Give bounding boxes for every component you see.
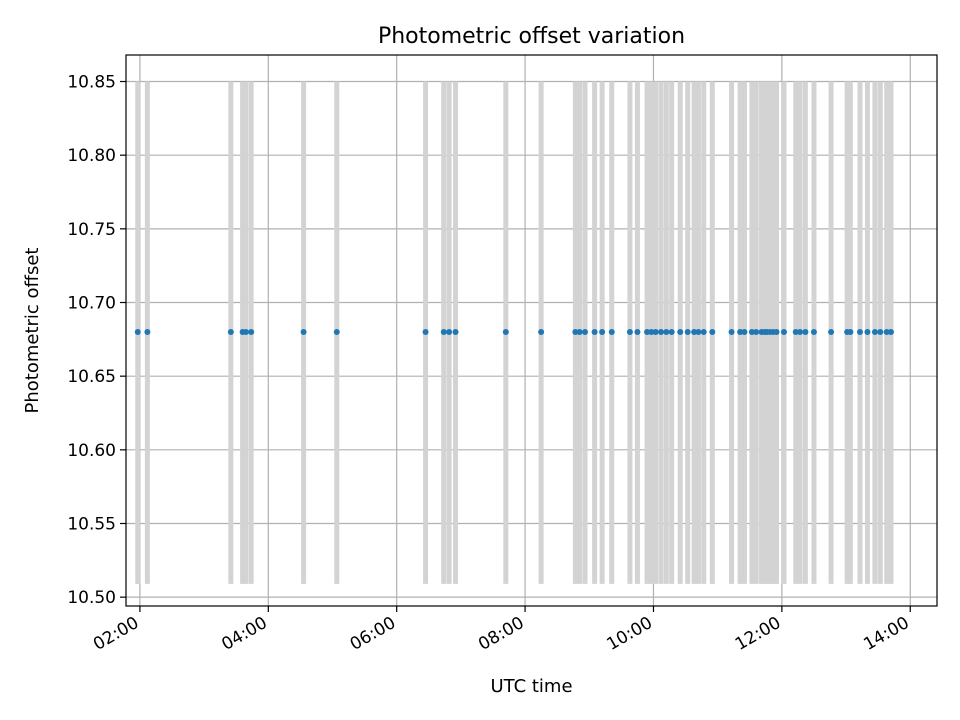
data-point [856, 328, 863, 335]
data-point [773, 328, 780, 335]
data-point [741, 328, 748, 335]
y-tick-label: 10.60 [67, 441, 116, 461]
data-point [668, 328, 675, 335]
data-point [781, 328, 788, 335]
y-tick-label: 10.70 [67, 294, 116, 314]
data-point [792, 328, 799, 335]
data-point [248, 328, 255, 335]
y-tick-label: 10.50 [67, 588, 116, 608]
data-point [440, 328, 447, 335]
data-point [572, 328, 579, 335]
data-point [242, 328, 249, 335]
data-point [700, 328, 707, 335]
y-tick-label: 10.85 [67, 73, 116, 93]
data-point [684, 328, 691, 335]
data-point [709, 328, 716, 335]
data-point [446, 328, 453, 335]
data-point [737, 328, 744, 335]
data-point [748, 328, 755, 335]
data-point [648, 328, 655, 335]
data-point [608, 328, 615, 335]
data-point [847, 328, 854, 335]
plot-frame [125, 54, 938, 607]
data-point [797, 328, 804, 335]
x-axis-label: UTC time [490, 676, 572, 697]
data-point [695, 328, 702, 335]
data-point [300, 328, 307, 335]
data-point [652, 328, 659, 335]
data-point [452, 328, 459, 335]
data-point [864, 328, 871, 335]
data-point [576, 328, 583, 335]
data-point [828, 328, 835, 335]
data-points [134, 328, 894, 335]
data-point [877, 328, 884, 335]
data-point [144, 328, 151, 335]
data-point [502, 328, 509, 335]
chart-title: Photometric offset variation [378, 24, 685, 49]
data-point [728, 328, 735, 335]
y-tick-label: 10.75 [67, 220, 116, 240]
data-point [810, 328, 817, 335]
data-point [644, 328, 651, 335]
data-point [227, 328, 234, 335]
data-point [802, 328, 809, 335]
data-point [677, 328, 684, 335]
data-point [887, 328, 894, 335]
y-axis-label: Photometric offset [22, 248, 43, 414]
data-point [333, 328, 340, 335]
data-point [657, 328, 664, 335]
data-point [753, 328, 760, 335]
data-point [134, 328, 141, 335]
data-point [663, 328, 670, 335]
data-point [626, 328, 633, 335]
data-point [634, 328, 641, 335]
y-tick-label: 10.80 [67, 146, 116, 166]
data-point [599, 328, 606, 335]
data-point [871, 328, 878, 335]
y-tick-label: 10.55 [67, 514, 116, 534]
y-axis-ticks: 10.50 10.55 10.60 10.65 10.70 10.75 10.80 10.85 [67, 73, 126, 608]
data-point [591, 328, 598, 335]
data-point [691, 328, 698, 335]
data-point [422, 328, 429, 335]
y-tick-label: 10.65 [67, 367, 116, 387]
data-point [538, 328, 545, 335]
data-point [581, 328, 588, 335]
data-point [883, 328, 890, 335]
